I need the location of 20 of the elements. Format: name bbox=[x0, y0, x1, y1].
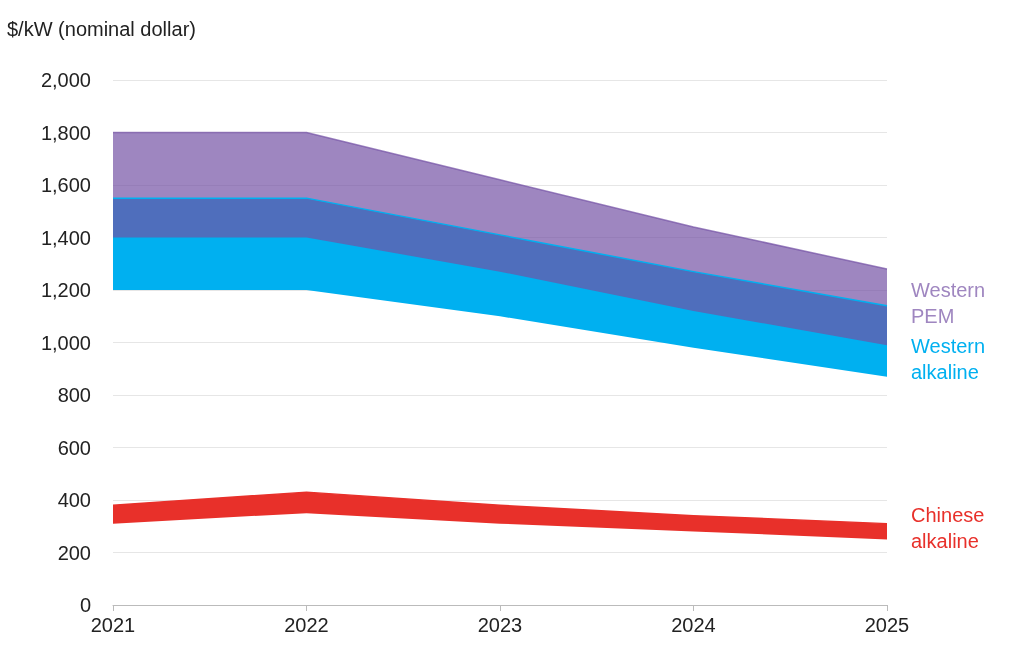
series-label: Chinese alkaline bbox=[911, 503, 985, 552]
y-tick-label: 800 bbox=[57, 384, 91, 406]
y-tick-label: 600 bbox=[57, 436, 91, 459]
y-tick-label: 2,000 bbox=[40, 69, 91, 91]
y-tick-label: 400 bbox=[57, 489, 91, 511]
x-tick-label: 2025 bbox=[864, 614, 910, 636]
y-tick-label: 1,000 bbox=[40, 331, 91, 354]
x-tick-label: 2022 bbox=[284, 614, 329, 636]
x-tick-label: 2024 bbox=[671, 614, 716, 636]
y-tick-label: 1,200 bbox=[40, 279, 91, 301]
series-label: Western alkaline bbox=[911, 335, 986, 384]
x-tick-label: 2021 bbox=[90, 614, 136, 636]
y-tick-label: 200 bbox=[57, 541, 91, 564]
series-label: Western PEM bbox=[911, 279, 986, 328]
y-axis-title: $/kW (nominal dollar) bbox=[7, 18, 196, 40]
y-tick-label: 1,400 bbox=[40, 226, 91, 249]
x-tick-label: 2023 bbox=[477, 614, 523, 636]
y-tick-label: 0 bbox=[79, 594, 91, 616]
y-tick-label: 1,600 bbox=[40, 174, 91, 196]
y-tick-label: 1,800 bbox=[40, 121, 91, 144]
